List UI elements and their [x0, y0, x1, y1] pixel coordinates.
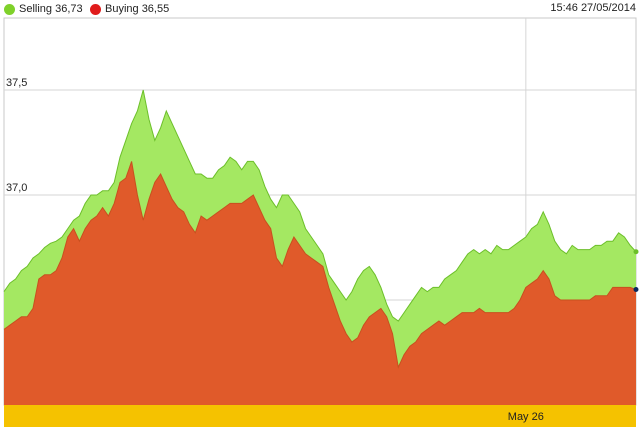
timestamp: 15:46 27/05/2014: [550, 2, 636, 14]
time-axis-band: [4, 405, 636, 427]
series-line-buying: [3, 161, 637, 369]
buying-end-marker: [633, 287, 639, 292]
x-tick-label: May 26: [508, 411, 544, 423]
legend-label-buying: Buying 36,55: [105, 3, 170, 15]
buying-dot-icon: [90, 3, 101, 15]
series-line-selling: [3, 89, 637, 322]
legend-item-selling[interactable]: Selling 36,73: [4, 2, 83, 16]
y-tick-label: 37,0: [6, 182, 27, 194]
legend: Selling 36,73 Buying 36,55 15:46 27/05/2…: [0, 0, 640, 18]
selling-end-marker: [633, 249, 639, 255]
legend-label-selling: Selling 36,73: [19, 3, 83, 15]
selling-dot-icon: [4, 3, 15, 15]
series-area-buying: [4, 161, 636, 405]
y-tick-label: 37,5: [6, 77, 27, 89]
legend-item-buying[interactable]: Buying 36,55: [90, 2, 169, 16]
